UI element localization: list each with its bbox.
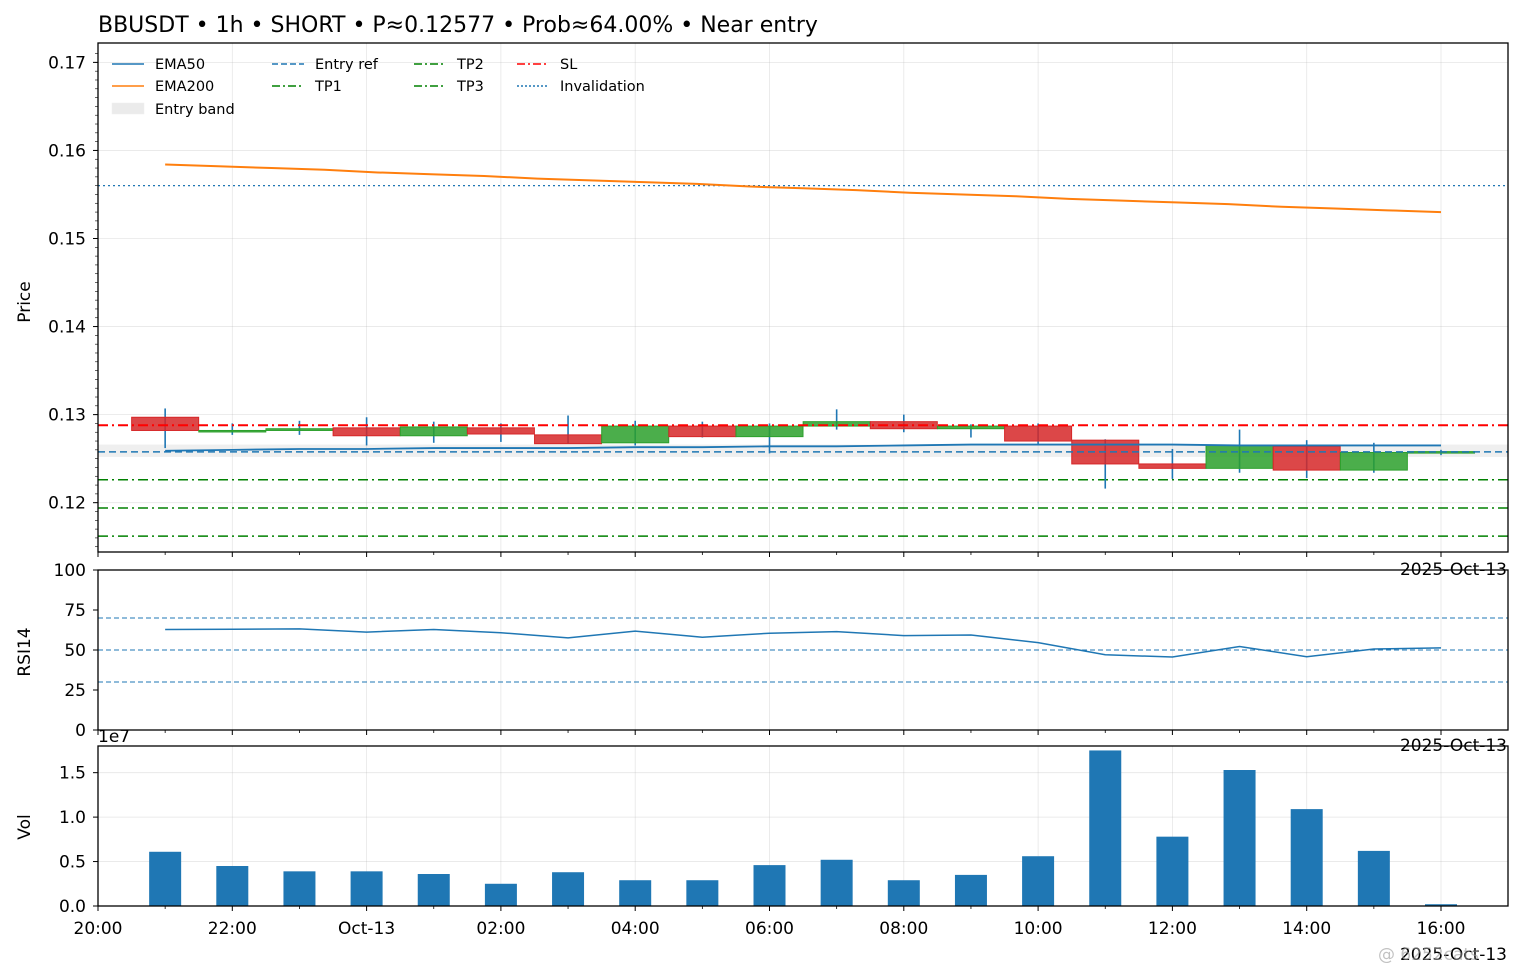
ema50-line xyxy=(165,443,1441,452)
candle-up xyxy=(198,429,267,433)
x-tick-label: 16:00 xyxy=(1417,919,1466,939)
candle-up xyxy=(735,425,804,438)
y-tick-label: 0.5 xyxy=(59,853,86,873)
volume-bar xyxy=(619,880,652,906)
candle-down xyxy=(534,434,603,445)
volume-axis-label: Vol xyxy=(15,814,35,839)
legend-label: TP1 xyxy=(314,79,342,95)
candle-down xyxy=(1004,425,1073,442)
volume-bar xyxy=(954,874,987,906)
candle-up xyxy=(936,425,1005,430)
candle-down xyxy=(466,427,535,435)
candle-up xyxy=(265,428,334,431)
candle-down xyxy=(1138,463,1207,469)
x-tick-label: 02:00 xyxy=(476,919,525,939)
candle-down xyxy=(131,416,200,431)
x-tick-label: 06:00 xyxy=(745,919,794,939)
volume-bar xyxy=(686,880,719,906)
x-tick-label: 22:00 xyxy=(208,919,257,939)
y-tick-label: 100 xyxy=(54,561,86,581)
y-tick-label: 75 xyxy=(64,601,86,621)
x-tick-label: 04:00 xyxy=(611,919,660,939)
y-tick-label: 0.15 xyxy=(48,229,86,249)
legend: EMA50 EMA200 Entry band Entry ref TP1 TP2 TP3 S… xyxy=(111,57,645,118)
legend-label: EMA200 xyxy=(155,79,214,95)
rsi-line xyxy=(165,628,1442,658)
rsi-axis-label: RSI14 xyxy=(15,627,35,676)
volume-offset-label: 1e7 xyxy=(98,727,130,747)
volume-bar xyxy=(1156,836,1189,906)
volume-bar xyxy=(1357,850,1390,906)
volume-panel: 0.0 0.5 1.0 1.5 20:00 22:00 Oct-13 02:00 04:00 06… xyxy=(59,727,1509,965)
candle-down xyxy=(1272,445,1341,471)
price-axis-label: Price xyxy=(15,281,35,322)
legend-label: Invalidation xyxy=(560,79,645,95)
y-tick-label: 1.0 xyxy=(59,808,86,828)
chart-title: BBUSDT • 1h • SHORT • P≈0.12577 • Prob≈6… xyxy=(98,13,818,38)
volume-bar xyxy=(149,851,182,906)
volume-bar xyxy=(887,880,920,906)
y-tick-label: 0.0 xyxy=(59,897,86,917)
volume-frame xyxy=(97,745,1509,907)
x-tick-label: 20:00 xyxy=(74,919,123,939)
y-tick-label: 1.5 xyxy=(59,764,86,784)
volume-bar xyxy=(820,859,853,906)
x-tick-label: Oct-13 xyxy=(338,919,395,939)
legend-label: EMA50 xyxy=(155,57,205,73)
legend-label: TP2 xyxy=(456,57,484,73)
x-tick-label: 14:00 xyxy=(1282,919,1331,939)
y-tick-label: 0.16 xyxy=(48,141,86,161)
volume-bar xyxy=(552,872,585,906)
candle-up xyxy=(1339,451,1408,471)
y-tick-label: 0.13 xyxy=(48,406,86,426)
candle-down xyxy=(332,427,401,437)
y-tick-label: 0.12 xyxy=(48,494,86,514)
candle-down xyxy=(668,425,737,438)
candle-up xyxy=(399,426,468,437)
legend-label: Entry ref xyxy=(315,57,379,73)
legend-label: SL xyxy=(560,57,577,73)
volume-bar xyxy=(350,871,383,906)
y-tick-label: 0.14 xyxy=(48,318,86,338)
legend-label: TP3 xyxy=(456,79,484,95)
x-tick-label: 08:00 xyxy=(879,919,928,939)
volume-bar xyxy=(1290,809,1323,906)
volume-bar xyxy=(753,865,786,906)
volume-bar xyxy=(1425,904,1457,906)
y-tick-label: 50 xyxy=(64,641,86,661)
legend-swatch xyxy=(111,102,145,115)
volume-bar xyxy=(283,871,316,906)
volume-bar xyxy=(417,874,450,906)
volume-bar xyxy=(1089,750,1122,906)
volume-bar xyxy=(1223,770,1256,906)
legend-label: Entry band xyxy=(155,102,235,118)
candle-up xyxy=(601,425,670,444)
x-tick-label: 10:00 xyxy=(1014,919,1063,939)
candle-up xyxy=(1205,444,1274,469)
volume-bar xyxy=(216,866,249,906)
watermark-text: @ 6252cats xyxy=(1378,945,1479,965)
price-frame xyxy=(97,42,1509,553)
y-tick-label: 0 xyxy=(75,721,86,741)
rsi-frame xyxy=(97,569,1509,731)
volume-bar xyxy=(484,883,517,906)
volume-bar xyxy=(1022,856,1055,906)
volume-x-offset-label: 2025-Oct-13 xyxy=(1400,945,1507,965)
ema200-line xyxy=(165,163,1442,214)
x-tick-label: 12:00 xyxy=(1148,919,1197,939)
y-tick-label: 25 xyxy=(64,681,86,701)
y-tick-label: 0.17 xyxy=(48,53,86,73)
